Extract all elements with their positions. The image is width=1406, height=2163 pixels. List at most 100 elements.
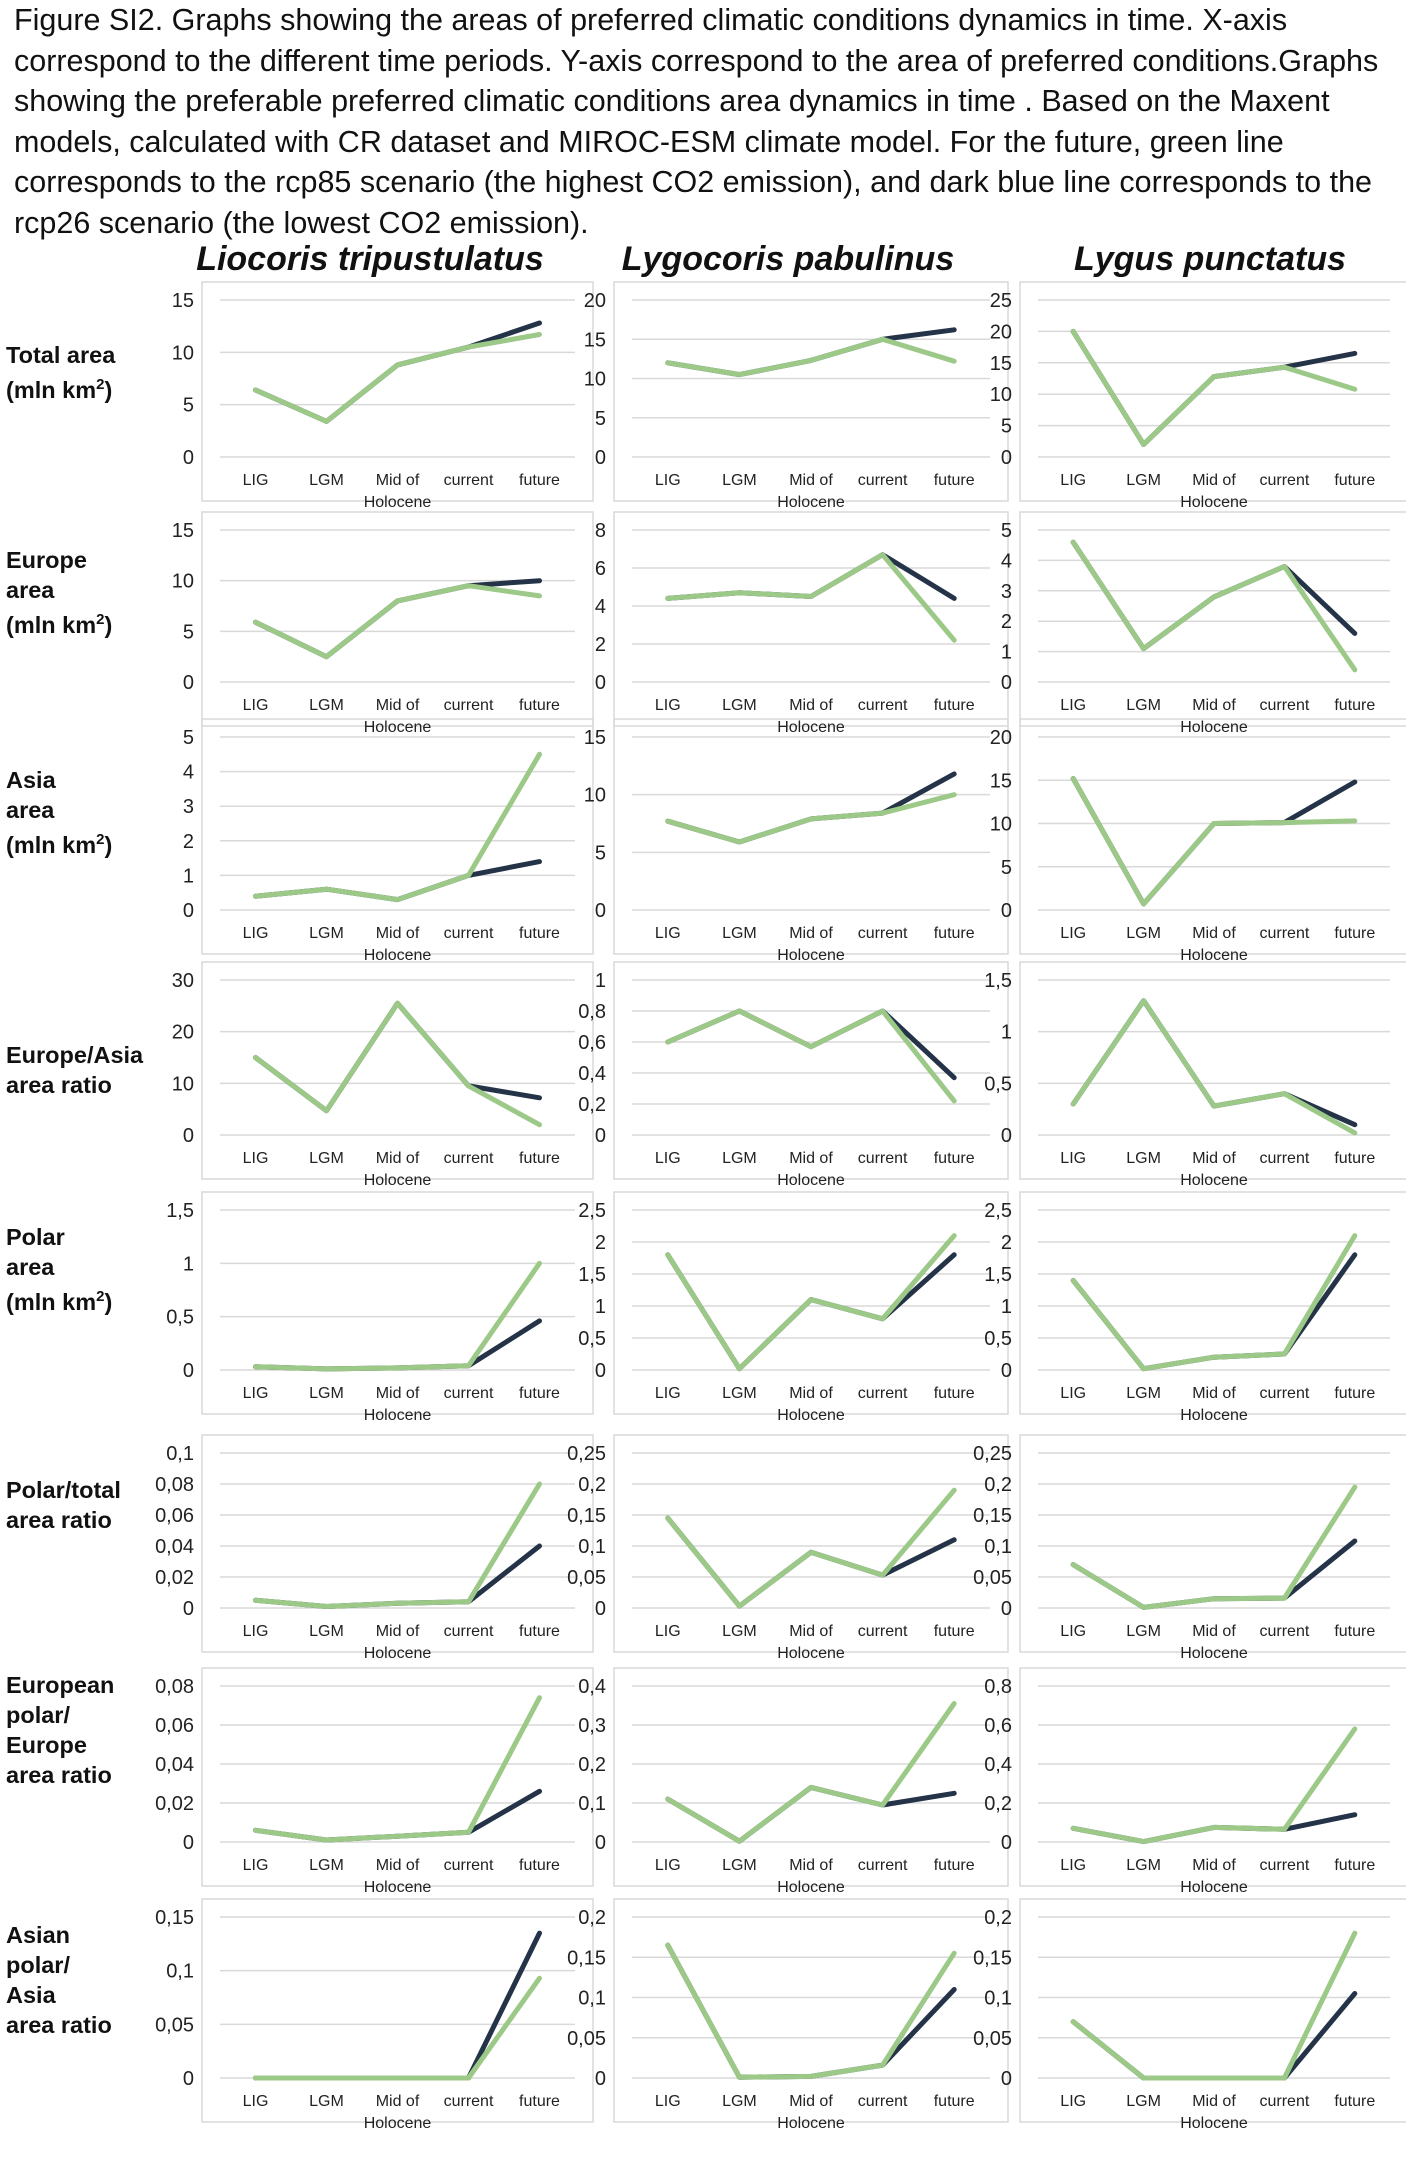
- chart-8-2: 0,2 0,15 0,1 0,05 0 LIG LGM Mid of Holocene curre…: [567, 1898, 1009, 2132]
- y-tick-label: 0,2: [578, 1754, 606, 1776]
- y-tick-label: 0,2: [984, 1474, 1012, 1496]
- x-tick-label: Mid of: [376, 925, 420, 942]
- y-tick-label: 0: [595, 1598, 606, 1620]
- x-tick-label: Holocene: [777, 1172, 845, 1189]
- x-tick-label: current: [858, 1385, 908, 1402]
- x-tick-label: future: [1334, 925, 1375, 942]
- x-tick-label: LGM: [722, 1385, 757, 1402]
- x-tick-label: Holocene: [777, 719, 845, 736]
- y-tick-label: 0: [183, 447, 194, 469]
- series-line-rcp26: [1070, 776, 1358, 907]
- x-tick-label: Mid of: [1192, 1385, 1236, 1402]
- y-tick-label: 6: [595, 558, 606, 580]
- chart-5-1: 1,5 1 0,5 0 LIG LGM Mid of Holocene current futur…: [166, 1191, 594, 1424]
- x-tick-label: current: [444, 925, 494, 942]
- y-tick-label: 15: [584, 329, 606, 351]
- y-tick-label: 0,06: [155, 1505, 194, 1527]
- y-tick-label: 1,5: [984, 1264, 1012, 1286]
- x-tick-label: Mid of: [789, 925, 833, 942]
- plot-frame: [201, 511, 594, 727]
- x-tick-label: future: [519, 697, 560, 714]
- x-tick-label: LIG: [243, 1857, 269, 1874]
- series-line-rcp26: [665, 1252, 957, 1372]
- row-label-6: Polar/total area ratio: [6, 1475, 166, 1535]
- row-label-line: (mln km2): [6, 831, 113, 858]
- x-tick-label: LIG: [1060, 697, 1086, 714]
- series-line-rcp85: [665, 1008, 957, 1104]
- y-tick-label: 10: [990, 814, 1012, 836]
- x-tick-label: LIG: [1060, 1857, 1086, 1874]
- x-tick-label: future: [1334, 1150, 1375, 1167]
- y-tick-label: 5: [1001, 416, 1012, 438]
- plot-frame: [613, 1191, 1009, 1415]
- x-tick-label: Holocene: [364, 719, 432, 736]
- x-tick-label: LGM: [309, 925, 344, 942]
- chart-1-3: 25 20 15 10 5 0 LIG LGM Mid of Holocene current fut…: [990, 281, 1406, 511]
- chart-6-2: 0,25 0,2 0,15 0,1 0,05 0 LIG LGM Mid of Holocene c…: [567, 1434, 1009, 1662]
- y-tick-label: 0: [183, 2068, 194, 2090]
- x-tick-label: Mid of: [376, 1857, 420, 1874]
- x-tick-label: Mid of: [376, 697, 420, 714]
- y-tick-label: 20: [172, 1022, 194, 1044]
- y-tick-label: 2,5: [984, 1200, 1012, 1222]
- plot-frame: [613, 961, 1009, 1180]
- y-tick-label: 1,5: [984, 970, 1012, 992]
- row-label-line: polar/: [6, 1702, 70, 1728]
- x-tick-label: LIG: [243, 1623, 269, 1640]
- x-tick-label: LIG: [1060, 1623, 1086, 1640]
- x-tick-label: Holocene: [777, 1407, 845, 1424]
- x-tick-label: Holocene: [364, 1645, 432, 1662]
- row-label-8: Asian polar/Asia area ratio: [6, 1920, 166, 2040]
- x-tick-label: Holocene: [777, 2115, 845, 2132]
- y-tick-label: 20: [990, 321, 1012, 343]
- x-tick-label: LIG: [655, 1150, 681, 1167]
- y-tick-label: 5: [1001, 857, 1012, 879]
- x-tick-label: Holocene: [777, 1879, 845, 1896]
- x-tick-label: LIG: [1060, 1385, 1086, 1402]
- y-tick-label: 0,5: [578, 1328, 606, 1350]
- y-tick-label: 0,6: [578, 1032, 606, 1054]
- y-tick-label: 0,5: [984, 1328, 1012, 1350]
- y-tick-label: 0,4: [984, 1754, 1012, 1776]
- chart-7-3: 0,8 0,6 0,4 0,2 0 LIG LGM Mid of Holocene current…: [984, 1667, 1406, 1896]
- x-tick-label: LGM: [309, 472, 344, 489]
- x-tick-label: LGM: [722, 697, 757, 714]
- y-tick-label: 1: [183, 1253, 194, 1275]
- x-tick-label: future: [1334, 697, 1375, 714]
- x-tick-label: LGM: [722, 472, 757, 489]
- series-line-rcp85: [665, 1233, 957, 1372]
- row-label-line: Europe/Asia: [6, 1042, 144, 1068]
- row-label-superscript: 2: [96, 611, 105, 628]
- x-tick-label: LGM: [1126, 925, 1161, 942]
- x-tick-label: Holocene: [777, 494, 845, 511]
- y-tick-label: 0,15: [567, 1947, 606, 1969]
- chart-1-2: 20 15 10 5 0 LIG LGM Mid of Holocene current futur…: [584, 281, 1009, 511]
- x-tick-label: LGM: [309, 697, 344, 714]
- x-tick-label: future: [519, 472, 560, 489]
- x-tick-label: Mid of: [1192, 1623, 1236, 1640]
- y-tick-label: 1: [595, 970, 606, 992]
- plot-frame: [613, 1898, 1009, 2123]
- x-tick-label: Holocene: [1180, 719, 1248, 736]
- y-tick-label: 0,1: [166, 1961, 194, 1983]
- y-tick-label: 0: [183, 1598, 194, 1620]
- chart-7-2: 0,4 0,3 0,2 0,1 0 LIG LGM Mid of Holocene current…: [578, 1667, 1009, 1896]
- chart-1-1: 15 10 5 0 LIG LGM Mid of Holocene current future: [172, 281, 594, 511]
- y-tick-label: 1: [1001, 642, 1012, 664]
- x-tick-label: future: [934, 1385, 975, 1402]
- x-tick-label: Holocene: [777, 1645, 845, 1662]
- x-tick-label: current: [858, 1150, 908, 1167]
- x-tick-label: LGM: [309, 2093, 344, 2110]
- x-tick-label: LIG: [243, 925, 269, 942]
- row-label-close: ): [104, 611, 113, 638]
- row-label-line: Polar: [6, 1224, 65, 1250]
- x-tick-label: LGM: [1126, 1857, 1161, 1874]
- series-line-rcp85: [253, 1975, 542, 2081]
- y-tick-label: 10: [990, 384, 1012, 406]
- x-tick-label: LIG: [1060, 472, 1086, 489]
- row-label-1: Total area (mln km2): [6, 340, 166, 405]
- y-tick-label: 0: [595, 1360, 606, 1382]
- y-tick-label: 2: [595, 1232, 606, 1254]
- y-tick-label: 1,5: [166, 1200, 194, 1222]
- x-tick-label: LIG: [243, 1150, 269, 1167]
